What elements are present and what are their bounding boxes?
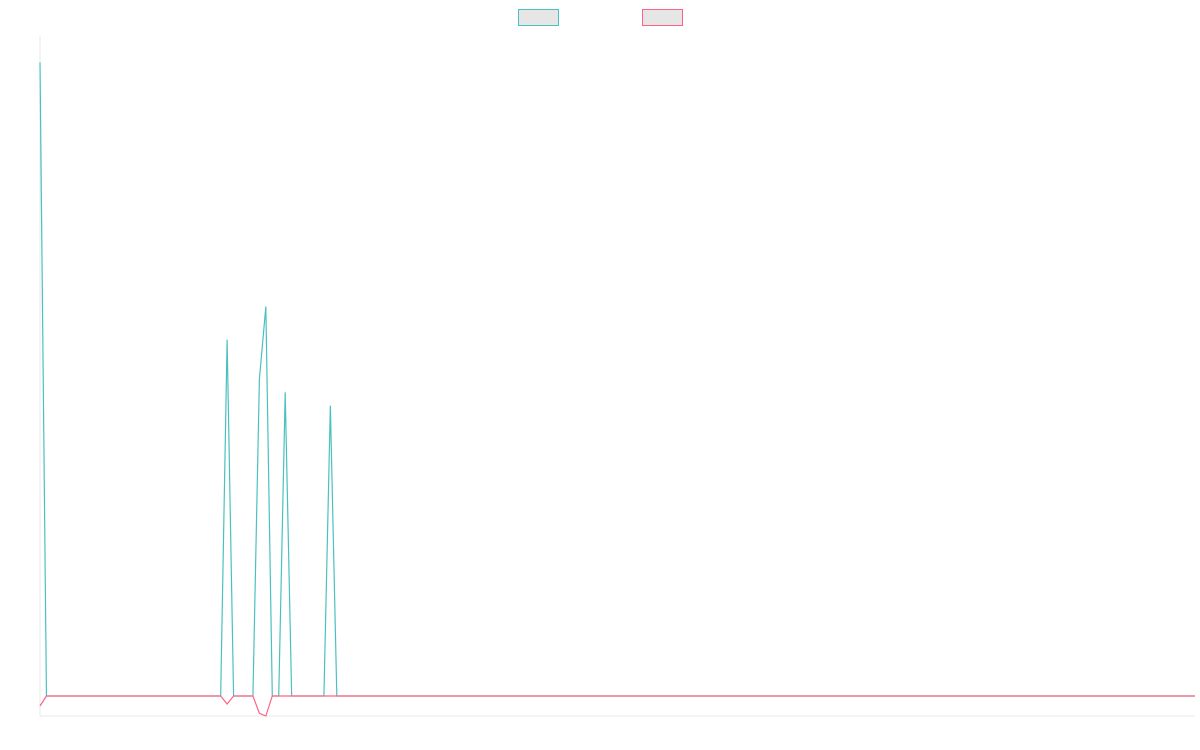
plot-area xyxy=(39,62,1195,717)
series-line-1 xyxy=(39,62,1195,697)
legend[interactable] xyxy=(518,9,683,26)
series-line-2 xyxy=(39,695,1195,717)
legend-swatch-1[interactable] xyxy=(518,9,559,26)
legend-swatch-2[interactable] xyxy=(642,9,683,26)
axes xyxy=(39,36,1195,717)
